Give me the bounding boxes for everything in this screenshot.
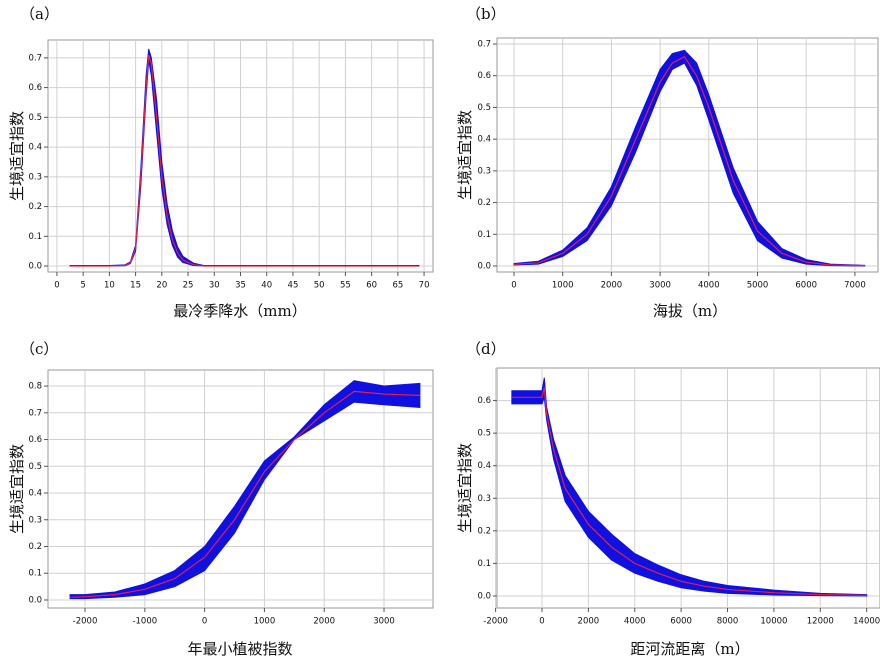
x-tick-label: 4000 (624, 617, 646, 627)
x-tick-label: 1000 (552, 281, 574, 291)
x-tick-label: 0 (511, 281, 516, 291)
y-tick-label: 0.3 (28, 172, 42, 182)
y-tick-label: 0.5 (477, 429, 491, 439)
x-tick-label: 45 (288, 281, 299, 291)
y-tick-label: 0.7 (28, 53, 42, 63)
x-tick-label: 7000 (844, 281, 866, 291)
x-tick-label: 30 (209, 281, 220, 291)
y-tick-label: 0.1 (28, 232, 42, 242)
y-tick-label: 0.3 (477, 494, 491, 504)
x-tick-label: 0 (54, 281, 59, 291)
panel-label: （d） (466, 340, 506, 358)
y-tick-label: 0.2 (28, 542, 42, 552)
x-tick-label: 6000 (670, 617, 692, 627)
y-tick-label: 0.6 (28, 83, 42, 93)
x-axis-label: 年最小植被指数 (187, 640, 292, 658)
x-tick-label: 6000 (795, 281, 817, 291)
y-tick-label: 0.4 (28, 143, 42, 153)
x-axis-label: 距河流距离（m） (630, 640, 749, 658)
y-tick-label: 0.0 (477, 261, 491, 271)
y-tick-label: 0.4 (477, 461, 491, 471)
y-tick-label: 0.3 (28, 515, 42, 525)
y-tick-label: 0.7 (477, 40, 491, 50)
y-axis-label: 生境适宜指数 (456, 110, 474, 200)
x-tick-label: 5 (80, 281, 85, 291)
panel-label: （a） (20, 5, 59, 23)
x-tick-label: 60 (366, 281, 377, 291)
y-tick-label: 0.6 (28, 435, 42, 445)
mean-line (70, 54, 419, 267)
panel-label: （b） (466, 5, 506, 23)
x-axis-label: 海拔（m） (653, 302, 727, 320)
mean-line (511, 387, 867, 596)
x-tick-label: 65 (392, 281, 403, 291)
x-tick-label: 8000 (717, 617, 739, 627)
x-tick-label: 1000 (254, 617, 276, 627)
mean-line (70, 390, 420, 598)
panel: （a） 最冷季降水（mm） 生境适宜指数 0 5 10 15 20 25 30 35 40 45 50 55… (8, 5, 434, 320)
y-tick-label: 0.3 (477, 166, 491, 176)
x-tick-label: 25 (183, 281, 194, 291)
panel: （b） 海拔（m） 生境适宜指数 0 1000 2000 3000 4000 5000 6000 7… (456, 5, 879, 320)
confidence-band (69, 48, 420, 267)
x-tick-label: 70 (419, 281, 430, 291)
y-tick-label: 0.7 (28, 408, 42, 418)
y-tick-label: 0.6 (477, 71, 491, 81)
mean-line (513, 55, 865, 267)
x-tick-label: 40 (261, 281, 272, 291)
x-tick-label: 0 (202, 617, 207, 627)
y-tick-label: 0.1 (28, 569, 42, 579)
x-tick-label: 5000 (747, 281, 769, 291)
y-axis-label: 生境适宜指数 (8, 444, 26, 534)
plot-frame (496, 367, 880, 609)
x-tick-label: 10 (104, 281, 115, 291)
confidence-band (511, 377, 868, 597)
y-tick-label: 0.2 (477, 526, 491, 536)
y-tick-label: 0.5 (28, 113, 42, 123)
x-tick-label: 3000 (649, 281, 671, 291)
x-tick-label: 10000 (760, 617, 787, 627)
y-tick-label: 0.1 (477, 559, 491, 569)
panel: （c） 年最小植被指数 生境适宜指数 -2000 -1000 0 1000 2000 3000 0… (8, 340, 434, 658)
x-tick-label: -1000 (132, 617, 157, 627)
x-tick-label: 0 (539, 617, 544, 627)
x-tick-label: 15 (130, 281, 141, 291)
y-axis-label: 生境适宜指数 (8, 111, 26, 201)
x-tick-label: 50 (314, 281, 325, 291)
y-tick-label: 0.0 (477, 591, 491, 601)
x-tick-label: 14000 (853, 617, 880, 627)
x-tick-label: 35 (235, 281, 246, 291)
y-tick-label: 0.0 (28, 262, 42, 272)
confidence-band (69, 380, 421, 600)
plot-frame (496, 37, 879, 273)
x-tick-label: 3000 (373, 617, 395, 627)
x-tick-label: 2000 (313, 617, 335, 627)
y-tick-label: 0.2 (477, 198, 491, 208)
y-tick-label: 0.5 (477, 103, 491, 113)
y-tick-label: 0.4 (477, 135, 491, 145)
panel: （d） 距河流距离（m） 生境适宜指数 -2000 0 2000 4000 6000 8000 1… (456, 340, 880, 658)
y-tick-label: 0.1 (477, 230, 491, 240)
x-tick-label: 2000 (578, 617, 600, 627)
x-tick-label: 12000 (807, 617, 834, 627)
panel-label: （c） (20, 340, 58, 358)
y-tick-label: 0.8 (28, 382, 42, 392)
y-tick-label: 0.6 (477, 396, 491, 406)
y-tick-label: 0.5 (28, 462, 42, 472)
x-tick-label: -2000 (73, 617, 98, 627)
x-tick-label: 2000 (601, 281, 623, 291)
y-tick-label: 0.4 (28, 489, 42, 499)
plot-frame (47, 369, 434, 609)
y-tick-label: 0.0 (28, 595, 42, 605)
x-tick-label: 20 (156, 281, 167, 291)
y-tick-label: 0.2 (28, 202, 42, 212)
x-tick-label: -2000 (483, 617, 508, 627)
y-axis-label: 生境适宜指数 (456, 443, 474, 533)
x-tick-label: 4000 (698, 281, 720, 291)
x-axis-label: 最冷季降水（mm） (173, 302, 306, 320)
x-tick-label: 55 (340, 281, 351, 291)
